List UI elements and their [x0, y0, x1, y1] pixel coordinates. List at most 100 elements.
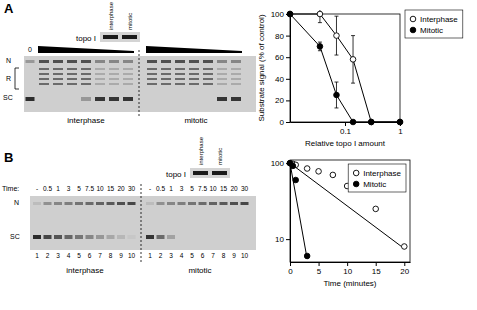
legend-marker [410, 27, 416, 33]
gel-band [123, 68, 133, 70]
y-axis-line [290, 15, 291, 123]
x-tick-mark [319, 262, 320, 266]
gel-band [95, 83, 105, 85]
gel-band [147, 60, 157, 63]
time-value: 15 [220, 185, 228, 192]
data-point [287, 11, 293, 17]
gel-band [67, 78, 77, 80]
series-line [290, 14, 400, 122]
fit-line [290, 163, 404, 248]
gel-band [231, 60, 241, 63]
gel-band [39, 60, 49, 63]
x-tick-label: 5 [317, 267, 322, 276]
group-label: mitotic [188, 266, 211, 275]
data-point [304, 253, 310, 259]
gel-band [123, 83, 133, 85]
legend-label: Interphase [420, 15, 458, 24]
data-point [368, 119, 374, 125]
lane-number: 10 [241, 252, 249, 259]
error-bar [318, 10, 322, 23]
x-tick-label: 1 [398, 127, 403, 136]
band-label: SC [10, 233, 20, 240]
error-bar [351, 36, 355, 84]
gel-band [53, 60, 63, 63]
lane-number: 7 [211, 252, 215, 259]
gel-band [81, 68, 91, 70]
gel-band [96, 202, 104, 205]
gel-band [167, 235, 175, 239]
gel-band [53, 83, 63, 85]
gel-band [117, 202, 125, 205]
lane-number: 1 [148, 252, 152, 259]
y-tick-label: 40 [275, 75, 284, 84]
gel-band [175, 83, 185, 85]
y-tick-label: 100 [271, 10, 285, 19]
y-tick-label: 20 [275, 96, 284, 105]
blot-band [103, 35, 118, 39]
gel-band [95, 78, 105, 80]
gel-band [81, 83, 91, 85]
gel-band [175, 73, 185, 75]
gel-band [54, 202, 62, 205]
data-point [317, 44, 323, 50]
band-label: N [6, 57, 11, 64]
time-value: - [36, 185, 38, 192]
x-tick-label: 0 [288, 267, 293, 276]
y-tick-mark [286, 57, 290, 58]
data-point [290, 163, 296, 169]
gel-band [146, 235, 154, 239]
gel-band [167, 202, 175, 205]
fit-line [290, 163, 307, 259]
data-point [316, 169, 322, 175]
legend-marker [410, 16, 416, 22]
legend: Interphase Mitotic [405, 10, 463, 38]
gel-band [81, 73, 91, 75]
lane-number: 9 [119, 252, 123, 259]
gel-band [161, 68, 171, 70]
x-tick-label: 15 [372, 267, 381, 276]
gel-band [161, 78, 171, 80]
gel-band [107, 235, 115, 239]
y-tick-mark [286, 239, 290, 240]
blot [190, 168, 230, 178]
gel-band [53, 73, 63, 75]
gel-band [217, 73, 227, 75]
x-axis-title: Time (minutes) [323, 279, 376, 288]
data-point [368, 119, 374, 125]
x-axis: 0.11 [291, 122, 404, 136]
data-point [350, 57, 356, 63]
time-value: 7.5 [85, 185, 94, 192]
lane-number: 1 [35, 252, 39, 259]
gel-band [217, 60, 227, 63]
y-tick: 80 [275, 32, 290, 41]
legend: InterphaseMitotic [348, 164, 406, 192]
gel-band [44, 235, 52, 239]
gel-band [203, 78, 213, 80]
y-axis: 020406080100 [271, 10, 291, 127]
gel-band [209, 202, 217, 205]
y-tick-label: 0 [280, 118, 285, 127]
y-tick-mark [286, 100, 290, 101]
time-value: 10 [96, 185, 104, 192]
legend-label: Mitotic [420, 26, 443, 35]
y-tick: 0 [280, 118, 290, 127]
gel-band [189, 68, 199, 70]
data-point [317, 11, 323, 17]
time-value: - [149, 185, 151, 192]
gel-band [199, 202, 207, 205]
time-value: 30 [128, 185, 136, 192]
gel-band [175, 78, 185, 80]
group-label: mitotic [184, 116, 207, 125]
lane-number: 3 [56, 252, 60, 259]
blot-lane-label: mitotic [127, 13, 133, 30]
gel-band [175, 60, 185, 63]
data-point [334, 92, 340, 98]
y-tick-label: 100 [271, 159, 285, 168]
x-tick: 0.1 [340, 122, 352, 136]
x-axis-title: Relative topo I amount [305, 139, 386, 148]
error-bar [318, 42, 322, 51]
x-tick-mark [290, 262, 291, 266]
time-value: 15 [107, 185, 115, 192]
gel-band [81, 97, 91, 101]
gel-band [189, 78, 199, 80]
